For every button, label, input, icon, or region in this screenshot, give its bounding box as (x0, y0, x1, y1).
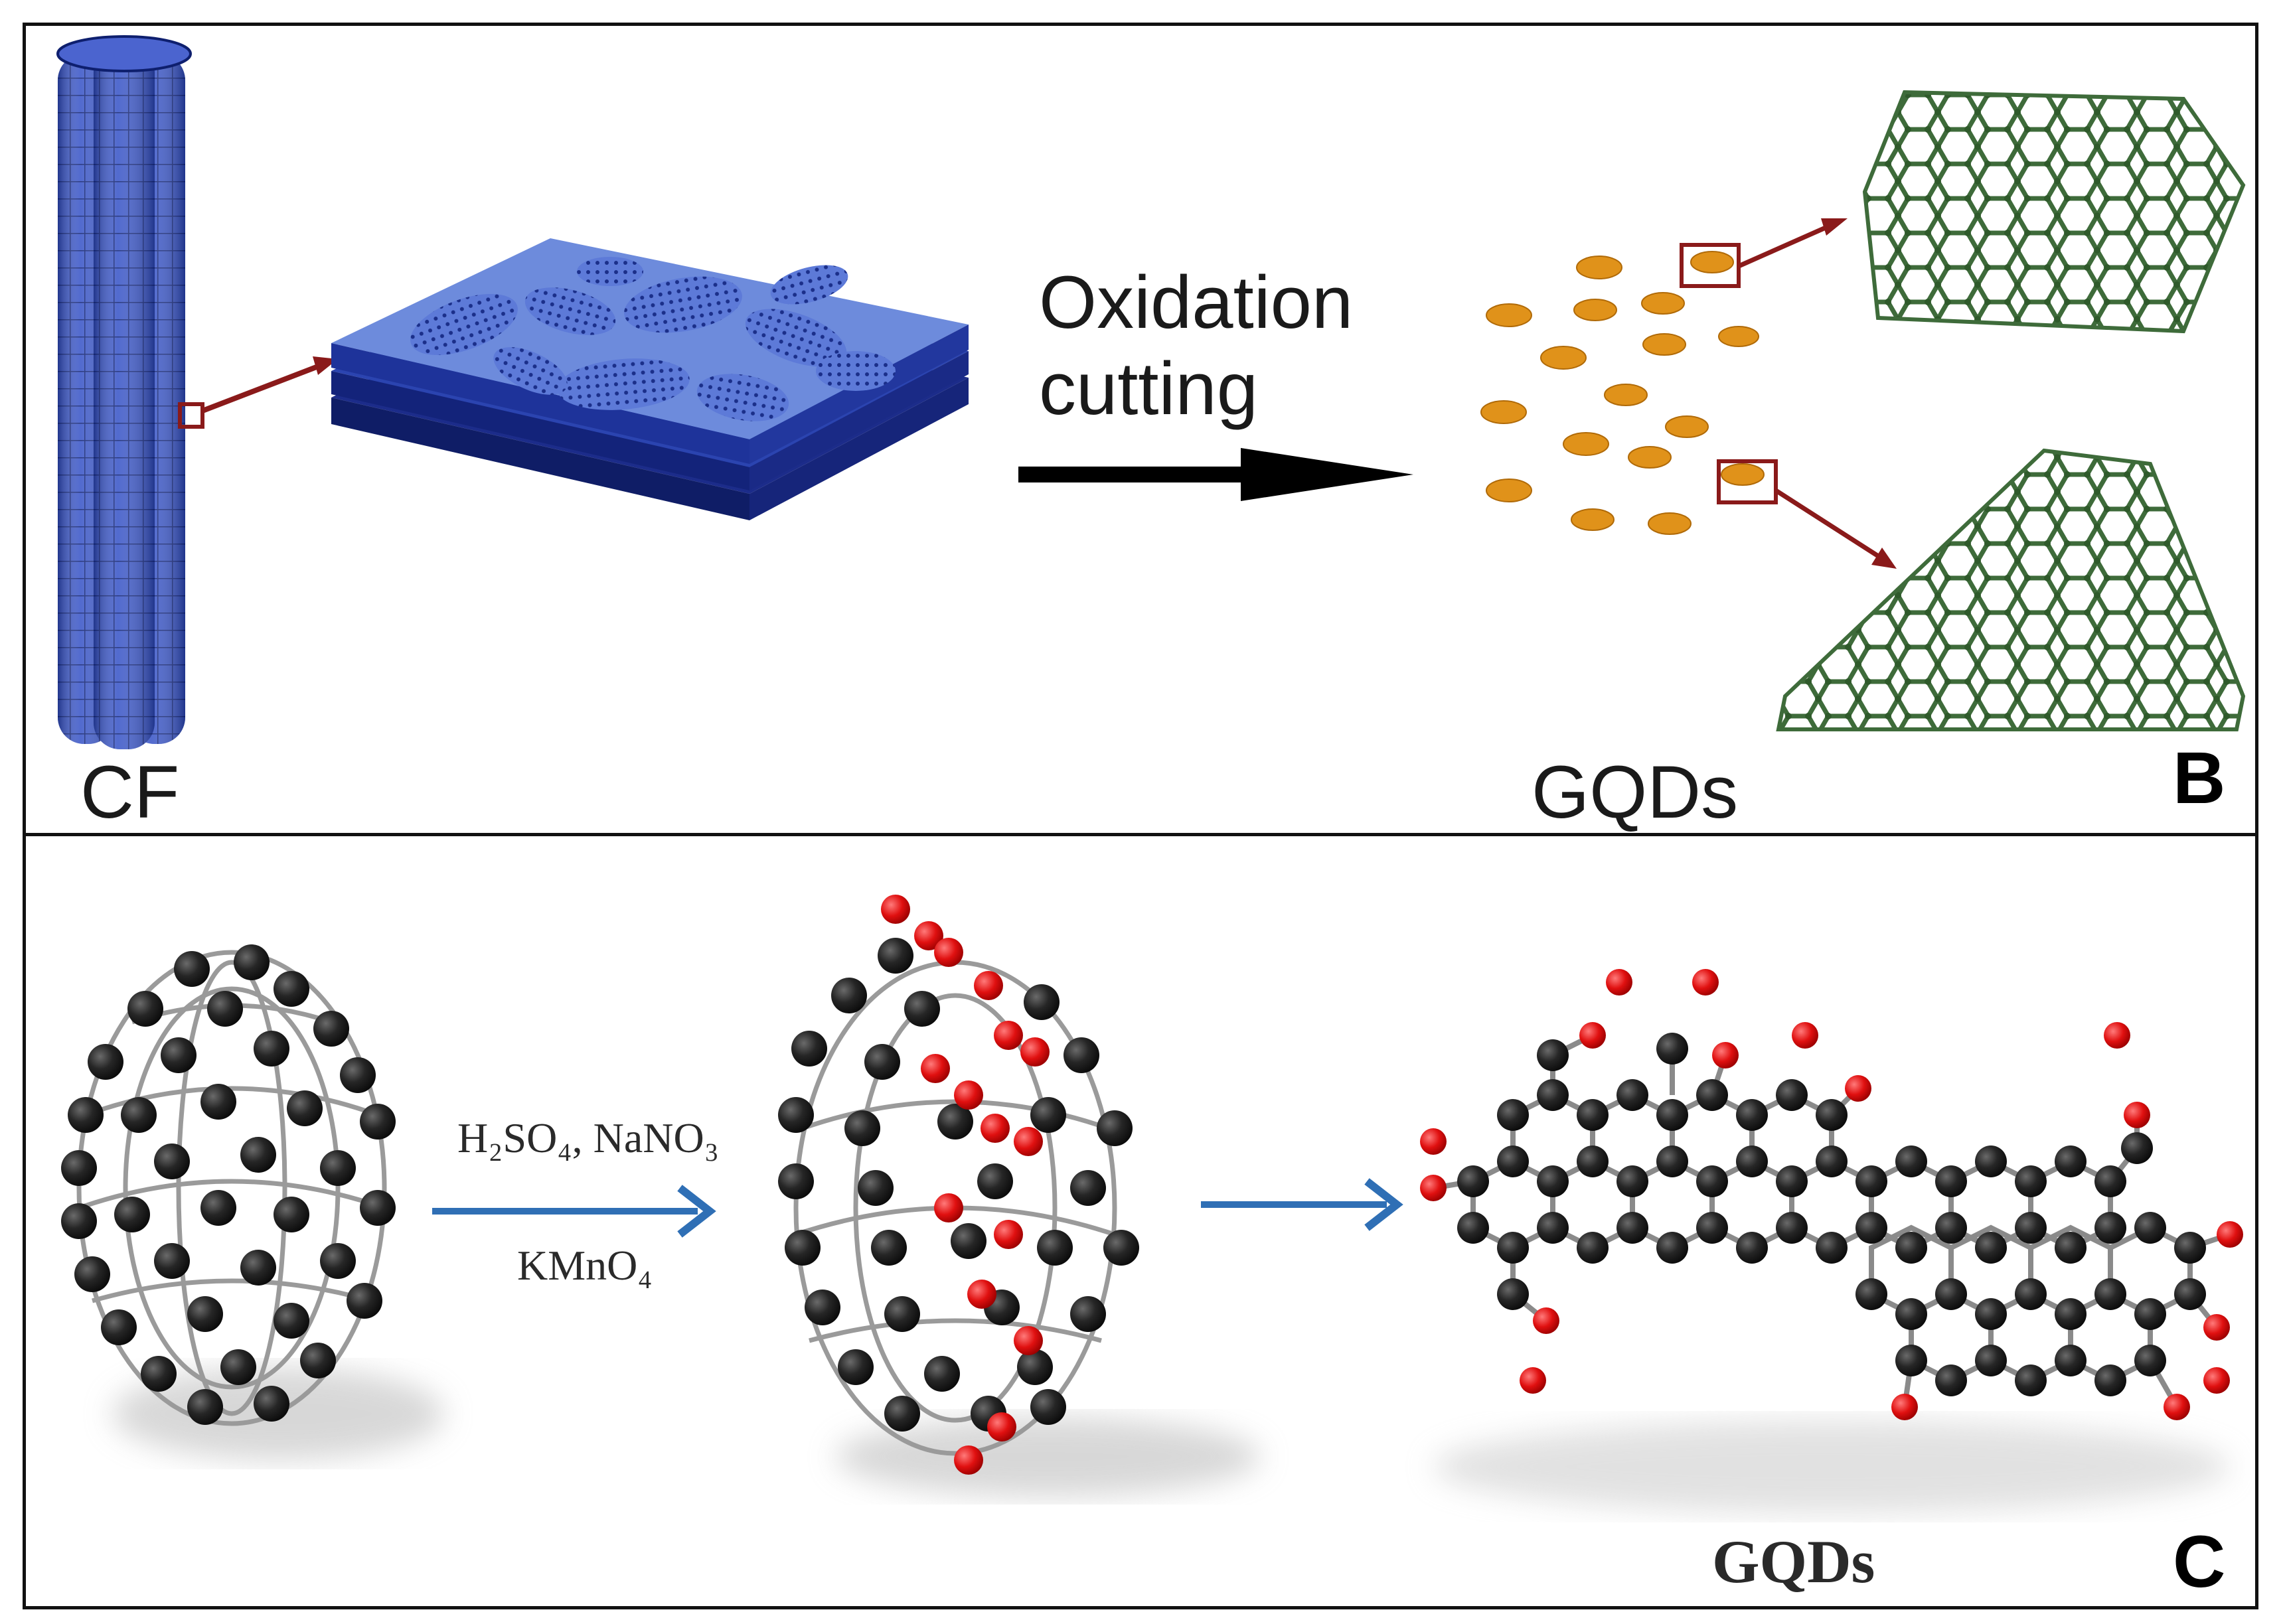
shadow-gqd (1433, 1420, 2230, 1513)
panel-letter-c: C (2173, 1521, 2226, 1603)
shadow-oxidized (836, 1417, 1261, 1497)
graphene-lattice-bottom-icon (1776, 448, 2246, 731)
graphene-lattice-top-icon (1862, 90, 2246, 334)
panel-letter-b: B (2173, 737, 2226, 819)
zoom-box-gqd-bottom (1717, 459, 1778, 504)
reagent-line1: H₂SO₄, NaNO₃ (457, 1114, 720, 1161)
zoom-arrow-gqd-bottom (1774, 488, 1881, 559)
panel-c-graphic (61, 895, 2243, 1513)
zoom-arrow-fiber (201, 362, 325, 413)
panel-b-graphic (56, 35, 2246, 749)
gqd-molecule-icon (1420, 969, 2243, 1420)
gqds-label-c: GQDs (1712, 1528, 1875, 1595)
panel-b: CF Oxidation cutting GQDs B (23, 23, 2258, 836)
zoom-arrow-gqd-top (1737, 222, 1833, 269)
carbon-fiber-icon (56, 35, 192, 749)
gqds-label-b: GQDs (1532, 751, 1739, 834)
cf-label: CF (80, 751, 180, 834)
zoom-arrowhead-gqd-top (1821, 218, 1848, 236)
fullerene-icon (61, 944, 396, 1426)
zoom-box-fiber (178, 402, 204, 429)
reaction-arrow-2 (1201, 1178, 1403, 1231)
reagent-line2: KMnO₄ (517, 1242, 653, 1289)
oxidation-cutting-label: Oxidation cutting (1039, 259, 1353, 432)
panel-c: H₂SO₄, NaNO₃ KMnO₄ GQDs C (23, 833, 2258, 1609)
oxidation-label-line1: Oxidation (1039, 261, 1354, 344)
zoom-arrowhead-gqd-bottom (1871, 548, 1897, 569)
oxidized-fullerene-icon (778, 895, 1139, 1475)
oxidation-label-line2: cutting (1039, 347, 1258, 430)
graphene-sheets-stack-icon (331, 238, 969, 520)
reaction-arrow-1 (432, 1185, 716, 1238)
gqd-dots (1480, 251, 1765, 535)
oxidation-arrow (1018, 448, 1413, 501)
